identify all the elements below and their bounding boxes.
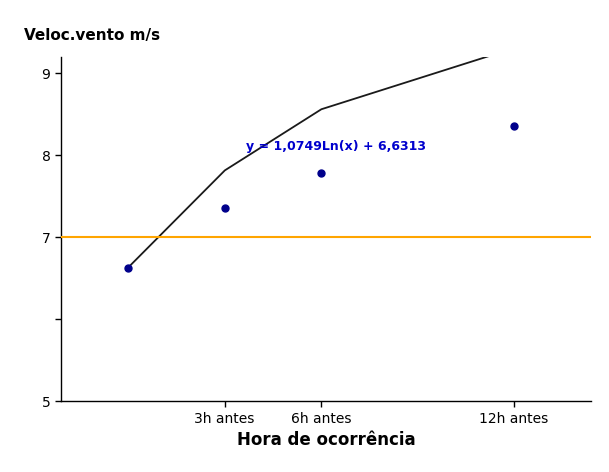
Point (509, 123, 518, 130)
Point (316, 169, 326, 177)
Point (124, 264, 133, 272)
Point (220, 205, 230, 212)
X-axis label: Hora de ocorrência: Hora de ocorrência (236, 431, 415, 449)
Text: Veloc.vento m/s: Veloc.vento m/s (24, 28, 160, 43)
Text: y = 1,0749Ln(x) + 6,6313: y = 1,0749Ln(x) + 6,6313 (246, 140, 426, 152)
